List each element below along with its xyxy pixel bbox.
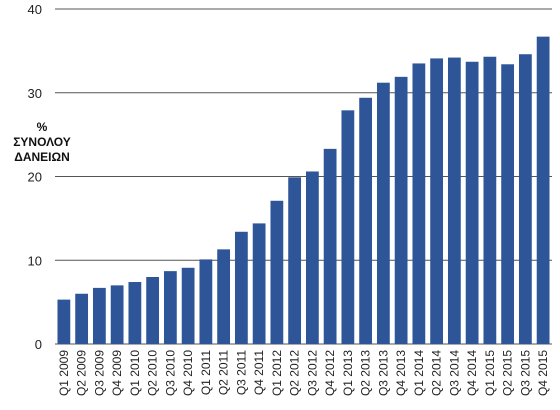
x-tick-label: Q4 2014: [465, 350, 479, 396]
x-tick-label: Q3 2015: [518, 350, 532, 396]
x-tick-label: Q1 2013: [341, 350, 355, 396]
bar: [217, 249, 230, 344]
x-tick-label: Q3 2010: [163, 350, 177, 396]
bar: [306, 171, 319, 344]
bar: [75, 294, 88, 344]
y-tick-label: 30: [28, 86, 42, 101]
bar: [288, 177, 301, 344]
x-tick-label: Q4 2015: [536, 350, 550, 396]
bar: [483, 57, 496, 344]
bar: [324, 149, 337, 344]
x-tick-label: Q3 2012: [305, 350, 319, 396]
x-tick-label: Q2 2009: [75, 350, 89, 396]
bar: [164, 271, 177, 344]
y-tick-label: 40: [28, 2, 42, 17]
bar: [341, 110, 354, 344]
bar: [182, 268, 195, 344]
x-tick-label: Q4 2012: [323, 350, 337, 396]
bar: [57, 300, 70, 344]
x-tick-label: Q1 2014: [412, 350, 426, 396]
bar: [519, 54, 532, 344]
bar: [199, 259, 212, 344]
bar: [146, 277, 159, 344]
y-tick-label: 10: [28, 253, 42, 268]
y-tick-label: 20: [28, 170, 42, 185]
bars: [57, 37, 549, 344]
x-tick-label: Q1 2012: [270, 350, 284, 396]
x-tick-label: Q1 2011: [199, 350, 213, 395]
bar: [448, 58, 461, 344]
bar: [235, 232, 248, 344]
bar: [270, 201, 283, 344]
x-tick-label: Q3 2011: [234, 350, 248, 395]
bar: [412, 63, 425, 344]
x-tick-label: Q4 2010: [181, 350, 195, 396]
y-tick-label: 0: [35, 337, 42, 352]
x-tick-label: Q2 2015: [501, 350, 515, 396]
bar: [128, 282, 141, 344]
bar: [430, 58, 443, 344]
x-tick-label: Q4 2011: [252, 350, 266, 395]
x-tick-label: Q2 2011: [217, 350, 231, 395]
bar: [501, 64, 514, 344]
x-axis-ticks: Q1 2009 Q2 2009 Q3 2009 Q4 2009 Q1 2010 Q2 20…: [57, 350, 550, 396]
x-tick-label: Q4 2013: [394, 350, 408, 396]
x-tick-label: Q2 2010: [146, 350, 160, 396]
bar: [377, 83, 390, 344]
x-tick-label: Q3 2009: [92, 350, 106, 396]
bar: [111, 285, 124, 344]
bar: [395, 77, 408, 344]
x-tick-label: Q3 2013: [376, 350, 390, 396]
bar: [466, 62, 479, 344]
x-tick-label: Q2 2014: [430, 350, 444, 396]
x-tick-label: Q4 2009: [110, 350, 124, 396]
x-tick-label: Q1 2009: [57, 350, 71, 396]
bar: [93, 288, 106, 344]
bar: [359, 98, 372, 344]
bar: [537, 37, 550, 344]
x-tick-label: Q3 2014: [447, 350, 461, 396]
x-tick-label: Q1 2010: [128, 350, 142, 396]
x-tick-label: Q2 2013: [359, 350, 373, 396]
bar: [253, 223, 266, 344]
y-axis-ticks: 0 10 20 30 40: [28, 2, 42, 352]
x-tick-label: Q1 2015: [483, 350, 497, 396]
x-tick-label: Q2 2012: [288, 350, 302, 396]
